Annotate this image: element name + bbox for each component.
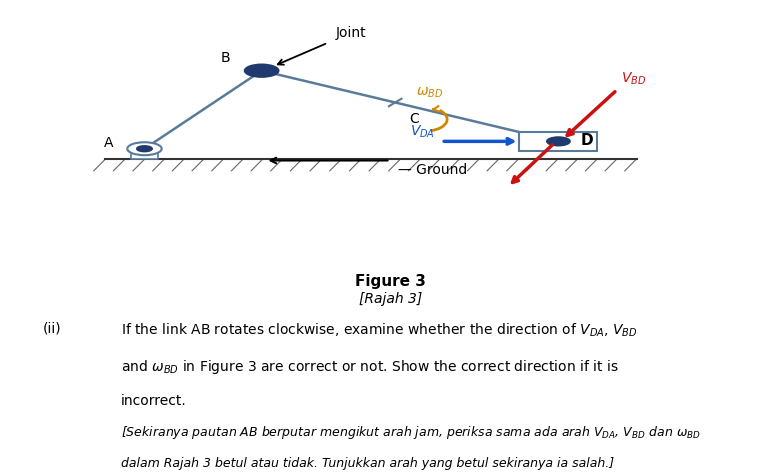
Text: (ii): (ii) xyxy=(43,322,62,335)
Bar xyxy=(519,132,597,151)
Text: B: B xyxy=(221,51,230,65)
Text: [Sekiranya pautan AB berputar mengikut arah jam, periksa sama ada arah $V_{DA}$,: [Sekiranya pautan AB berputar mengikut a… xyxy=(121,425,701,441)
Text: — Ground: — Ground xyxy=(398,163,468,178)
Text: D: D xyxy=(580,133,593,148)
Text: $\omega_{BD}$: $\omega_{BD}$ xyxy=(416,86,443,100)
Text: incorrect.: incorrect. xyxy=(121,394,187,408)
Bar xyxy=(130,149,158,159)
Circle shape xyxy=(244,64,279,77)
Text: [Rajah 3]: [Rajah 3] xyxy=(359,292,422,306)
Text: If the link AB rotates clockwise, examine whether the direction of $V_{DA}$, $V_: If the link AB rotates clockwise, examin… xyxy=(121,322,637,339)
Text: Figure 3: Figure 3 xyxy=(355,274,426,289)
Circle shape xyxy=(127,142,162,155)
Text: A: A xyxy=(104,136,113,150)
Text: Joint: Joint xyxy=(336,26,366,40)
Circle shape xyxy=(547,137,570,146)
Text: and $\omega_{BD}$ in Figure 3 are correct or not. Show the correct direction if : and $\omega_{BD}$ in Figure 3 are correc… xyxy=(121,358,619,376)
Circle shape xyxy=(137,146,152,152)
Text: $V_{DA}$: $V_{DA}$ xyxy=(410,124,435,140)
Text: $V_{BD}$: $V_{BD}$ xyxy=(621,70,646,87)
Text: C: C xyxy=(409,112,419,126)
Text: dalam Rajah 3 betul atau tidak. Tunjukkan arah yang betul sekiranya ia salah.]: dalam Rajah 3 betul atau tidak. Tunjukka… xyxy=(121,457,614,470)
